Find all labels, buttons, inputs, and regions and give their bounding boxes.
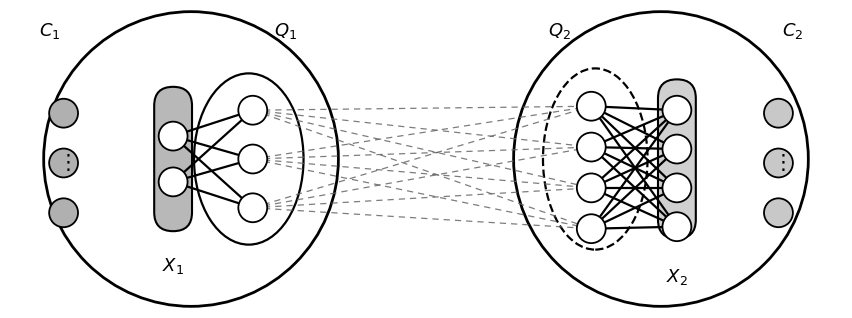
Text: $Q_2$: $Q_2$ bbox=[548, 21, 571, 41]
Circle shape bbox=[764, 99, 793, 128]
Circle shape bbox=[663, 96, 691, 125]
Circle shape bbox=[514, 12, 809, 306]
Circle shape bbox=[663, 173, 691, 202]
Circle shape bbox=[577, 214, 606, 243]
Circle shape bbox=[577, 133, 606, 162]
Text: $\vdots$: $\vdots$ bbox=[772, 153, 786, 174]
Circle shape bbox=[239, 145, 268, 173]
Circle shape bbox=[663, 212, 691, 241]
Circle shape bbox=[577, 92, 606, 121]
FancyBboxPatch shape bbox=[658, 80, 696, 238]
Circle shape bbox=[43, 12, 338, 306]
Text: $X_2$: $X_2$ bbox=[666, 267, 688, 287]
Circle shape bbox=[663, 135, 691, 163]
Circle shape bbox=[764, 198, 793, 227]
Circle shape bbox=[764, 149, 793, 177]
FancyBboxPatch shape bbox=[154, 87, 192, 231]
Circle shape bbox=[158, 168, 187, 196]
Circle shape bbox=[49, 99, 78, 128]
Text: $C_1$: $C_1$ bbox=[39, 21, 60, 41]
Circle shape bbox=[49, 149, 78, 177]
Circle shape bbox=[158, 122, 187, 150]
Text: $Q_1$: $Q_1$ bbox=[274, 21, 297, 41]
Circle shape bbox=[49, 198, 78, 227]
Circle shape bbox=[239, 96, 268, 125]
Circle shape bbox=[239, 193, 268, 222]
Circle shape bbox=[577, 173, 606, 202]
Text: $\vdots$: $\vdots$ bbox=[57, 153, 71, 174]
Text: $X_1$: $X_1$ bbox=[162, 256, 184, 275]
Text: $C_2$: $C_2$ bbox=[782, 21, 803, 41]
